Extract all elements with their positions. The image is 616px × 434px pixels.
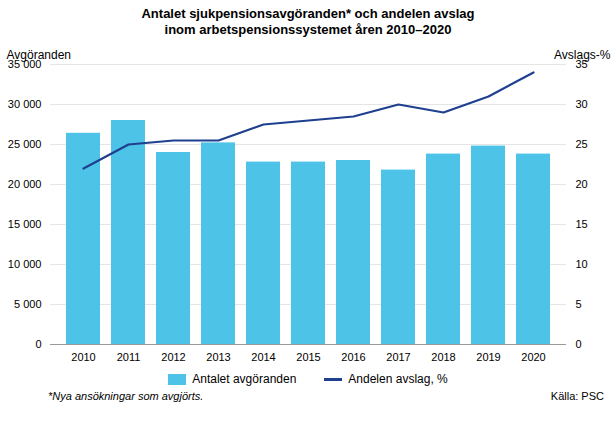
svg-text:2018: 2018 [431, 351, 455, 363]
svg-text:15 000: 15 000 [8, 218, 42, 230]
svg-text:0: 0 [576, 338, 582, 350]
svg-text:15: 15 [576, 218, 588, 230]
svg-text:25 000: 25 000 [8, 138, 42, 150]
svg-text:35 000: 35 000 [7, 58, 42, 70]
svg-text:5 000: 5 000 [14, 298, 42, 310]
html-text:Källa: PSC: Källa: PSC [550, 390, 604, 402]
svg-text:30: 30 [576, 98, 588, 110]
html-text:Andelen avslag, %: Andelen avslag, % [348, 372, 448, 386]
svg-text:30 000: 30 000 [8, 98, 42, 110]
svg-text:2020: 2020 [521, 351, 545, 363]
svg-text:20: 20 [576, 178, 588, 190]
svg-text:Avgöranden: Avgöranden [7, 48, 72, 62]
svg-text:10: 10 [576, 258, 588, 270]
svg-text:20 000: 20 000 [8, 178, 42, 190]
svg-text:2011: 2011 [117, 351, 141, 363]
svg-text:2010: 2010 [71, 351, 95, 363]
svg-text:35: 35 [575, 58, 588, 70]
html-text:*Nya ansökningar som avgjörts.: *Nya ansökningar som avgjörts. [48, 390, 204, 402]
svg-text:5: 5 [576, 298, 582, 310]
svg-text:2017: 2017 [386, 351, 410, 363]
html-text:Antalet sjukpensionsavgöranden: Antalet sjukpensionsavgöranden* och ande… [141, 6, 475, 37]
svg-text:2019: 2019 [476, 351, 500, 363]
svg-text:2014: 2014 [251, 351, 275, 363]
svg-text:2013: 2013 [206, 351, 230, 363]
svg-text:Avslags-%: Avslags-% [554, 48, 611, 62]
svg-text:2012: 2012 [161, 351, 185, 363]
svg-text:2015: 2015 [296, 351, 320, 363]
svg-text:0: 0 [35, 338, 41, 350]
svg-text:2016: 2016 [341, 351, 365, 363]
html-text:Antalet avgöranden: Antalet avgöranden [192, 372, 297, 386]
svg-text:25: 25 [576, 138, 588, 150]
svg-text:10 000: 10 000 [8, 258, 42, 270]
